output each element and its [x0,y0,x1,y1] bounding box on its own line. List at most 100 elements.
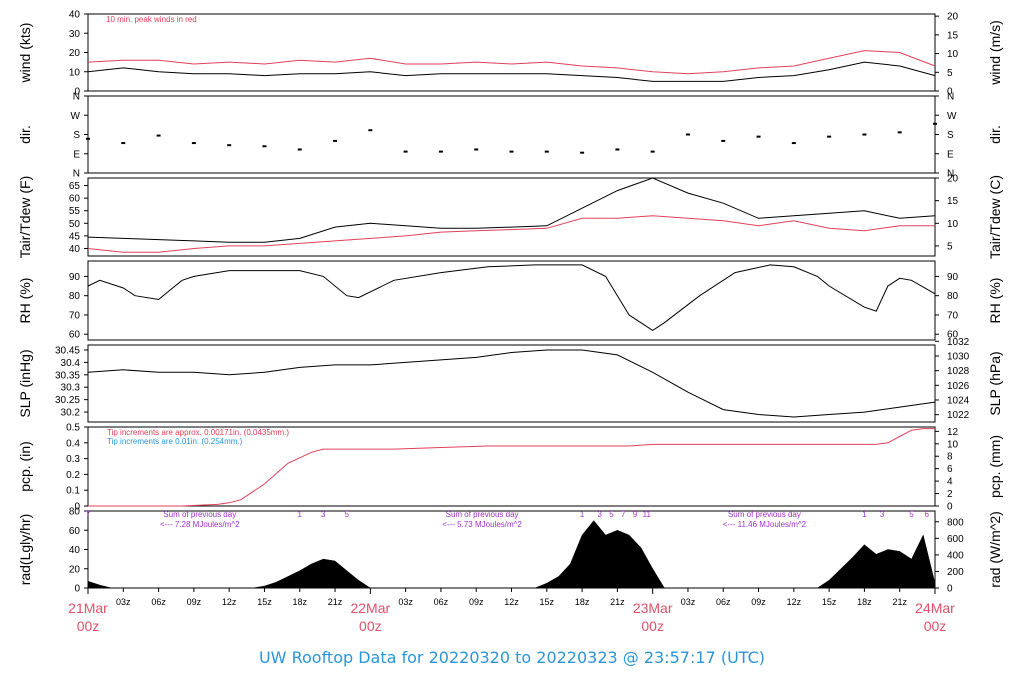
rad-left-tick-label: 20 [69,564,81,575]
rad-hour-mark: 7 [86,510,91,519]
temp-right-tick-label: 15 [947,196,959,207]
wind-series-1 [87,61,936,82]
rad-hour-mark: 5 [345,510,350,519]
x-hour-label: 21z [610,597,625,607]
wind-right-tick-label: 20 [947,12,959,23]
rad-hour-mark: 3 [880,510,885,519]
x-hour-label: 06z [151,597,166,607]
wind-right-tick-label: 0 [947,87,953,98]
rh-left-tick-label: 60 [69,330,81,341]
temp-left-tick-label: 40 [69,244,81,255]
slp-right-tick-label: 1024 [947,395,970,406]
slp-right-tick-label: 1030 [947,351,970,362]
pcp-left-tick-label: 0.3 [66,454,80,465]
rad-hour-mark: 6 [925,510,930,519]
dir-point [474,148,479,151]
x-hour-label: 03z [116,597,131,607]
rad-hour-mark: 3 [321,510,326,519]
x-day-sub-label: 00z [641,618,664,634]
x-hour-label: 21z [892,597,907,607]
wind-series-0 [87,50,936,75]
x-day-sub-label: 00z [359,618,382,634]
pcp-left-tick-label: 0.4 [66,438,80,449]
x-hour-label: 18z [857,597,872,607]
temp-left-tick-label: 50 [69,219,81,230]
wind-left-tick-label: 0 [74,87,80,98]
slp-right-tick-label: 1032 [947,337,970,348]
rad-day-sum-title: Sum of previous day [728,510,801,519]
rad-left-tick-label: 80 [69,507,81,518]
pcp-right-tick-label: 8 [947,452,953,463]
rh-right-tick-label: 60 [947,330,959,341]
rh-frame [87,260,936,341]
pcp-left-tick-label: 0.2 [66,470,80,481]
dir-right-tick-label: W [947,111,957,122]
pcp-ylabel-left: pcp. (in) [17,441,33,492]
dir-point [580,151,585,154]
rh-right-tick-label: 80 [947,291,959,302]
wind-left-tick-label: 30 [69,29,81,40]
x-hour-label: 18z [575,597,590,607]
slp-right-tick-label: 1026 [947,381,970,392]
temp-left-tick-label: 45 [69,231,81,242]
dir-point [650,150,655,153]
dir-left-tick-label: E [73,149,80,160]
temp-ylabel-left: Tair/Tdew (F) [17,176,33,258]
rad-right-tick-label: 0 [947,584,953,595]
slp-left-tick-label: 30.3 [61,383,81,394]
slp-left-tick-label: 30.35 [55,370,80,381]
pcp-frame [87,426,936,507]
slp-left-tick-label: 30.4 [61,358,81,369]
temp-series-1 [87,215,935,253]
slp-left-tick-label: 30.45 [55,345,80,356]
rad-day-sum-value: <--- 7.28 MJoules/m^2 [160,520,240,529]
x-day-label: 24Mar [915,600,955,616]
footer-title: UW Rooftop Data for 20220320 to 20220323… [258,648,766,667]
dir-ylabel-right: dir. [987,125,1003,144]
pcp-left-tick-label: 0 [74,502,80,513]
dir-point [191,142,196,145]
pcp-right-tick-label: 2 [947,489,953,500]
rad-hour-mark: 3 [598,510,603,519]
temp-left-tick-label: 55 [69,206,81,217]
x-hour-label: 09z [751,597,766,607]
rh-right-tick-label: 70 [947,310,959,321]
wind-ylabel-left: wind (kts) [17,23,33,84]
wind-right-tick-label: 15 [947,30,959,41]
rad-day-sum-title: Sum of previous day [446,510,519,519]
rad-hour-mark: 1 [862,510,867,519]
x-hour-label: 09z [469,597,484,607]
rad-right-tick-label: 800 [947,517,964,528]
x-hour-label: 06z [716,597,731,607]
rh-right-tick-label: 90 [947,272,959,283]
x-hour-label: 12z [504,597,519,607]
pcp-series-0 [88,428,935,507]
x-hour-label: 12z [787,597,802,607]
dir-ylabel-left: dir. [17,125,33,144]
x-day-label: 23Mar [633,600,673,616]
rad-left-tick-label: 60 [69,526,81,537]
dir-point [544,150,549,153]
rad-hour-mark: 9 [633,510,638,519]
temp-right-tick-label: 5 [947,241,953,252]
dir-point [227,144,232,147]
x-hour-label: 09z [187,597,202,607]
x-hour-label: 21z [328,597,343,607]
slp-right-tick-label: 1028 [947,366,970,377]
dir-right-tick-label: N [947,169,954,180]
x-hour-label: 18z [292,597,307,607]
pcp-right-tick-label: 0 [947,502,953,513]
wind-annotation: 10 min. peak winds in red [106,15,197,24]
rad-hour-mark: 5 [909,510,914,519]
dir-point [827,135,832,138]
pcp-left-tick-label: 0.5 [66,423,80,434]
rh-left-tick-label: 70 [69,310,81,321]
wind-left-tick-label: 40 [69,10,81,21]
dir-point [791,142,796,145]
rad-hour-mark: 1 [580,510,585,519]
dir-point [262,145,267,148]
pcp-right-tick-label: 6 [947,464,953,475]
wind-right-tick-label: 10 [947,49,959,60]
pcp-left-tick-label: 0.1 [66,486,80,497]
